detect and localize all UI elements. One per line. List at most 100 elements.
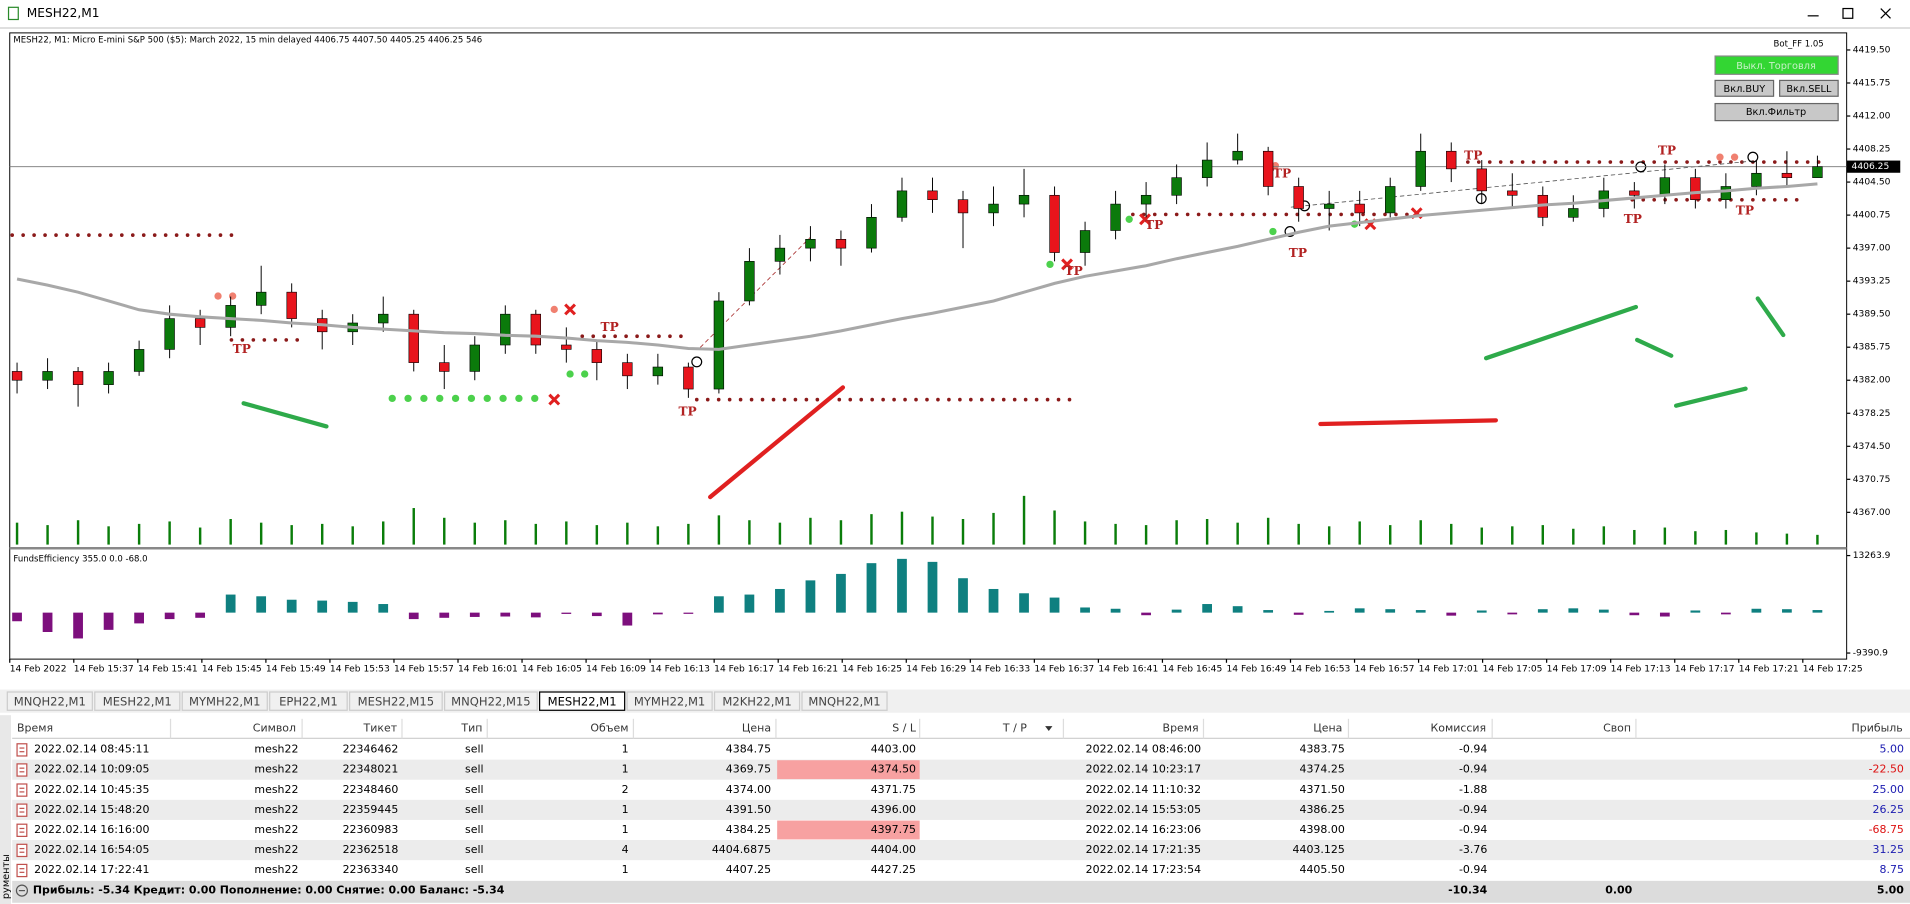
column-header[interactable]: T / P [1002,722,1027,735]
cell-open-time: 2022.02.14 16:54:05 [34,843,149,856]
tab-label: MNQH22,M1 [14,694,86,708]
cell-price: 4369.75 [726,763,771,776]
candle-body [1629,190,1640,196]
cell-volume: 1 [622,803,629,816]
x-tick-label: 14 Feb 16:57 [1355,664,1415,674]
column-header[interactable]: Время [1163,722,1199,735]
cell-profit: 5.00 [1880,743,1904,756]
tp-label: TP [1658,144,1676,158]
tp-label: TP [601,320,619,334]
column-header[interactable]: Время [17,722,53,735]
cell-close-time: 2022.02.14 17:23:54 [1086,863,1201,876]
trade-table: Время Символ Тикет Тип Объем Цена S / L T / P Вр… [12,718,1910,878]
indicator-bar [12,612,22,622]
cell-volume: 1 [622,863,629,876]
tp-label: TP [1289,246,1307,260]
column-header[interactable]: Комиссия [1430,722,1486,735]
tab[interactable] [348,691,443,711]
indicator-bar [1507,612,1518,615]
tab-label: M2KH22,M1 [722,694,791,708]
candle-body [988,203,999,214]
indicator-bar [866,563,877,613]
trend-line [1673,386,1748,408]
x-tick-label: 14 Feb 16:01 [458,664,518,674]
tab[interactable] [94,691,181,711]
buy-button[interactable] [1714,79,1775,97]
tab-label: MESH22,M15 [358,694,434,708]
column-header[interactable]: Цена [1313,722,1342,735]
tab-active[interactable] [539,691,626,711]
tab-label: MYMH22,M1 [189,694,260,708]
cell-open-time: 2022.02.14 16:16:00 [34,823,149,836]
indicator-bar [683,612,694,614]
candle-body [225,305,236,328]
x-tick-label: 14 Feb 17:13 [1611,664,1671,674]
trend-line [708,385,846,500]
row-icon [16,803,28,817]
x-tick-label: 14 Feb 15:37 [74,664,134,674]
indicator-bar [1568,608,1579,613]
tab[interactable] [626,691,713,711]
candle-body [133,349,145,372]
column-header[interactable]: Цена [742,722,771,735]
indicator-bar [1049,597,1060,613]
column-header[interactable]: Тип [460,722,482,735]
candle-body [1079,230,1091,253]
indicator-bar [1019,593,1029,613]
tab[interactable] [801,691,888,711]
tab[interactable] [181,691,268,711]
indicator-bar [1263,610,1274,613]
close-button[interactable] [1880,8,1891,19]
candle-body [713,300,725,390]
y-tick-label: 4419.50 [1853,45,1891,55]
indicator-bar [744,594,755,613]
cell-ticket: 22348460 [343,783,399,796]
indicator-bar [1721,612,1731,615]
tab[interactable] [6,691,93,711]
column-header[interactable]: Своп [1603,722,1631,735]
filter-button-label: Вкл.Фильтр [1746,107,1806,118]
column-header[interactable]: Прибыль [1852,722,1903,735]
cell-symbol: mesh22 [254,743,298,756]
column-header[interactable]: Объем [590,722,628,735]
sell-button[interactable] [1779,79,1839,97]
y-tick-label: 4389.50 [1853,310,1891,320]
candle-body [1385,186,1396,214]
y-tick-label: 4378.25 [1853,409,1891,419]
x-tick-label: 14 Feb 16:25 [842,664,902,674]
candle-body [622,362,633,377]
row-icon [16,783,28,797]
tab-label: MESH22,M1 [548,694,617,708]
indicator-bar [927,561,938,613]
cell-open-time: 2022.02.14 17:22:41 [34,863,149,876]
sl-highlight [777,820,920,840]
trade-toggle-label: Выкл. Торговля [1736,61,1816,72]
tab[interactable] [444,691,538,711]
indicator-bar [42,612,53,632]
cell-profit: -68.75 [1869,823,1904,836]
filter-button[interactable] [1714,102,1839,122]
y-tick-label: 4415.75 [1853,78,1891,88]
column-header[interactable]: Символ [253,722,296,735]
y-tick-label: 4397.00 [1853,244,1891,254]
column-header[interactable]: Тикет [363,722,398,735]
maximize-button[interactable] [1842,7,1854,19]
tp-label: TP [1065,264,1083,278]
column-header[interactable]: S / L [892,722,917,735]
tab[interactable] [269,691,348,711]
tab[interactable] [713,691,801,711]
indicator-bar [73,612,83,639]
x-tick-label: 14 Feb 17:05 [1483,664,1543,674]
trade-toggle-button[interactable] [1714,55,1839,75]
candle-body [896,190,908,218]
candle-body [1720,186,1732,200]
cell-type: sell [465,863,484,876]
candle-body [1232,150,1243,161]
x-tick-label: 14 Feb 17:25 [1803,664,1863,674]
tp-label: TP [1736,203,1754,217]
cell-close-time: 2022.02.14 11:10:32 [1086,783,1201,796]
cell-price: 4374.00 [726,783,771,796]
entry-dot [1716,153,1724,161]
indicator-bar [836,573,846,613]
